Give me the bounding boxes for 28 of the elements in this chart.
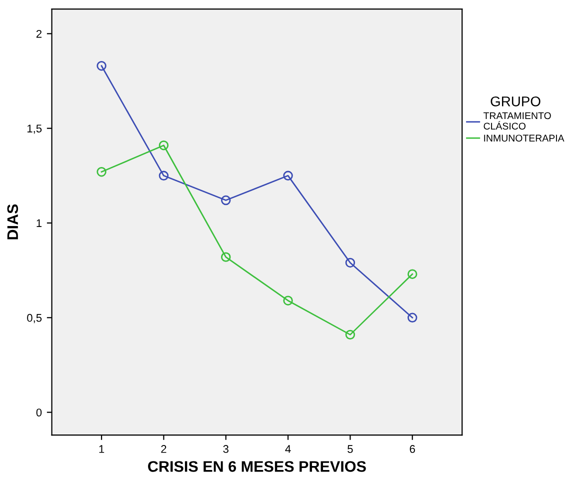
legend-label: INMUNOTERAPIA <box>484 134 564 142</box>
point <box>345 258 356 268</box>
x-tick-label: 3 <box>223 445 228 453</box>
y-axis-title: DIAS <box>7 204 18 240</box>
point <box>283 170 293 181</box>
y-tick-label: 1 <box>36 219 42 228</box>
y-tick-label: 1,5 <box>27 124 42 134</box>
point <box>408 269 418 279</box>
point <box>96 60 106 71</box>
point <box>158 170 169 181</box>
x-axis-title: CRISIS EN 6 MESES PREVIOS <box>148 461 366 472</box>
point <box>221 252 231 262</box>
point <box>345 330 356 340</box>
legend-label: TRATAMIENTO CLÁSICO <box>484 112 551 130</box>
x-tick-label: 1 <box>99 445 104 453</box>
y-tick-label: 0 <box>36 408 42 416</box>
y-tick-label: 2 <box>36 30 42 38</box>
x-tick-label: 4 <box>285 445 291 453</box>
point <box>221 195 231 206</box>
x-tick-label: 2 <box>161 445 166 453</box>
y-tick-label: 0,5 <box>27 314 42 324</box>
point <box>408 312 418 323</box>
legend-title: GRUPO <box>490 96 540 106</box>
point <box>96 167 106 177</box>
point <box>158 140 169 150</box>
x-tick-label: 5 <box>348 445 353 453</box>
x-tick-label: 6 <box>410 445 415 453</box>
point <box>283 296 293 306</box>
